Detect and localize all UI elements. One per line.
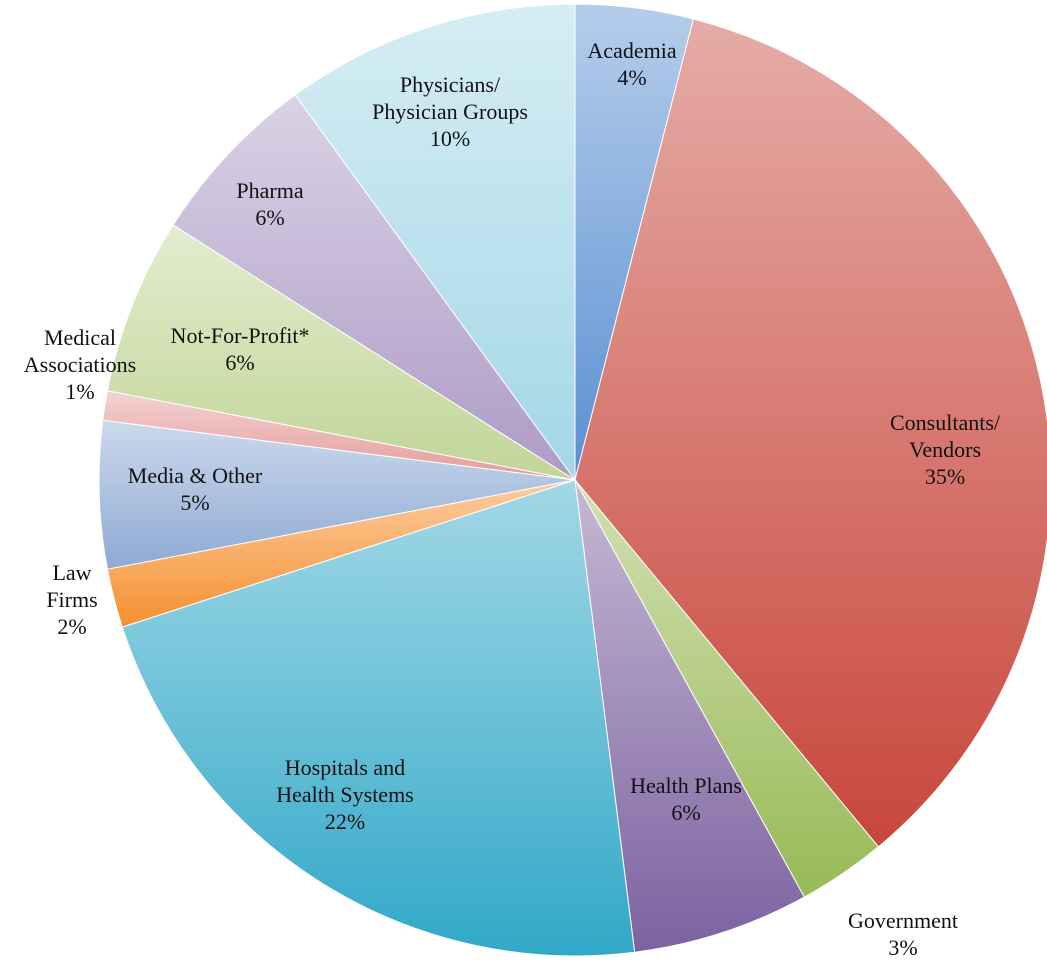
category-label: Medical Associations xyxy=(23,324,137,377)
value-label: 6% xyxy=(255,205,285,230)
pie-slice xyxy=(574,18,1047,848)
category-label: Pharma xyxy=(236,178,304,204)
slice-label: Consultants/ Vendors 35% xyxy=(890,410,1000,490)
value-label: 35% xyxy=(924,463,966,489)
slice-label: Academia 4% xyxy=(587,38,676,92)
value-label: 6% xyxy=(225,350,255,375)
value-label: 4% xyxy=(617,65,647,90)
value-label: 10% xyxy=(429,125,471,151)
value-label: 1% xyxy=(65,378,95,404)
category-label: Physicians/ Physician Groups xyxy=(372,71,528,124)
category-label: Media & Other xyxy=(127,463,263,489)
slice-label: Health Plans 6% xyxy=(630,773,742,827)
slice-label: Not-For-Profit* 6% xyxy=(171,323,310,377)
pie-slice xyxy=(294,3,576,482)
slice-label: Medical Associations 1% xyxy=(24,325,136,405)
pie-slice xyxy=(106,224,576,481)
category-label: Hospitals and Health Systems xyxy=(276,754,414,807)
pie-slice xyxy=(98,419,576,570)
slice-label: Physicians/ Physician Groups 10% xyxy=(372,72,528,152)
value-label: 22% xyxy=(324,808,366,834)
category-label: Health Plans xyxy=(630,773,742,799)
slice-label: Law Firms 2% xyxy=(46,560,97,640)
category-label: Government xyxy=(848,908,958,934)
slice-label: Media & Other 5% xyxy=(128,463,262,517)
pie-slice xyxy=(172,94,576,481)
value-label: 5% xyxy=(180,490,210,515)
value-label: 6% xyxy=(671,800,701,825)
value-label: 3% xyxy=(888,935,918,960)
category-label: Academia xyxy=(587,38,677,64)
pie-slice xyxy=(121,479,636,957)
value-label: 2% xyxy=(57,613,87,639)
slice-label: Government 3% xyxy=(848,908,958,962)
slice-label: Hospitals and Health Systems 22% xyxy=(276,755,414,835)
slice-label: Pharma 6% xyxy=(236,178,303,232)
category-label: Consultants/ Vendors xyxy=(889,409,1001,462)
pie-slice xyxy=(574,479,805,953)
category-label: Law Firms xyxy=(46,559,98,612)
category-label: Not-For-Profit* xyxy=(170,323,310,349)
